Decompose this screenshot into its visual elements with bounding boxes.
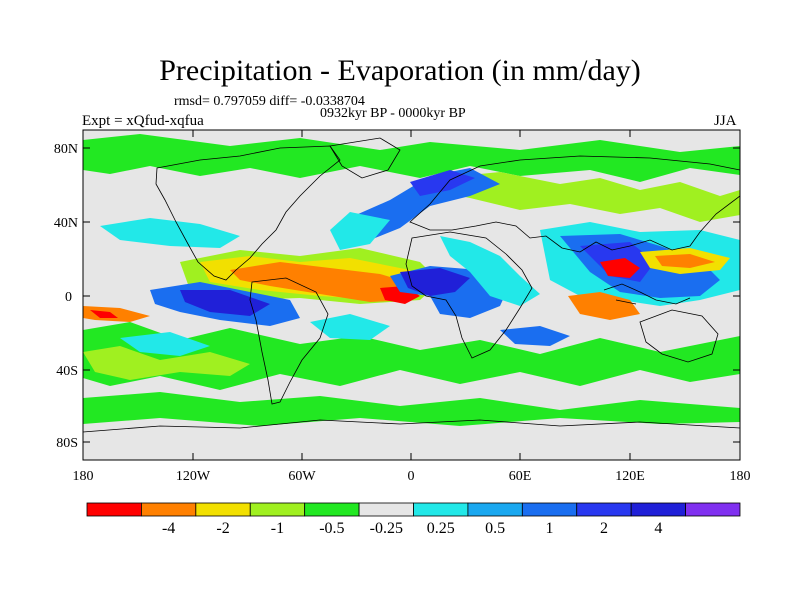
x-tick-label: 120E: [615, 469, 645, 484]
contour-darkblue-natlantic: [410, 170, 475, 196]
contour-green-south: [83, 322, 740, 390]
colorbar-box: [576, 502, 632, 517]
period-label: 0932kyr BP - 0000kyr BP: [320, 106, 466, 121]
y-tick-label: 80N: [54, 142, 78, 157]
contour-cyan-satlantic: [310, 314, 390, 340]
coast-greenland: [329, 137, 401, 179]
contour-darkblue-africa: [400, 268, 470, 296]
colorbar-label: 0.5: [485, 520, 505, 537]
coast-europe-asia: [409, 155, 740, 253]
colorbar: -4 -2 -1 -0.5 -0.25 0.25 0.5 1 2 4: [86, 502, 741, 537]
colorbar-box: [249, 502, 306, 517]
contour-red-epacific: [90, 310, 118, 318]
coast-north-america: [155, 145, 341, 281]
season-label: JJA: [714, 113, 737, 129]
contour-cyan-natlantic: [330, 212, 390, 250]
contour-cyan-spacific: [120, 332, 210, 356]
colorbar-label: 2: [600, 520, 608, 537]
coast-antarctica: [83, 419, 740, 433]
colorbar-label: -1: [271, 520, 284, 537]
coast-south-america: [249, 277, 329, 405]
contour-orange-epacific: [83, 306, 150, 322]
colorbar-box: [413, 502, 469, 517]
colorbar-label: -0.25: [370, 520, 403, 537]
colorbar-box: [467, 502, 523, 517]
contour-orange-wpacific: [655, 254, 715, 268]
contour-blue-southern: [500, 326, 570, 346]
contour-red-indian: [600, 258, 640, 278]
contour-orange-atlantic: [230, 262, 420, 302]
colorbar-box: [521, 502, 578, 517]
map-panel: 80N 40N 0 40S 80S 180 120W 60W 0 60E 120…: [54, 129, 751, 484]
tick-marks: [83, 130, 740, 460]
contour-darkblue-camerica: [180, 290, 270, 316]
x-tick-label: 180: [73, 469, 94, 484]
coastlines: [83, 137, 740, 433]
contour-green-antarctic: [83, 392, 740, 426]
y-tick-label: 0: [65, 290, 72, 305]
contour-lime-south: [83, 346, 250, 380]
y-tick-label: 40S: [56, 364, 78, 379]
x-axis-labels: 180 120W 60W 0 60E 120E 180: [73, 469, 751, 484]
colorbar-label: 0.25: [427, 520, 455, 537]
colorbar-box: [304, 502, 360, 517]
coast-indonesia: [603, 283, 691, 305]
colorbar-label: -0.5: [319, 520, 344, 537]
contour-lime-north: [440, 172, 740, 222]
contour-green-north: [83, 134, 740, 182]
colorbar-box: [685, 502, 741, 517]
colorbar-label: 1: [546, 520, 554, 537]
stats-line: rmsd= 0.797059 diff= -0.0338704: [174, 94, 365, 109]
colorbar-label: 4: [654, 520, 662, 537]
x-tick-label: 120W: [176, 469, 211, 484]
y-axis-labels: 80N 40N 0 40S 80S: [54, 142, 78, 451]
contour-cyan-npacific: [100, 218, 240, 248]
colorbar-box: [141, 502, 197, 517]
contour-cyan-africa: [440, 236, 540, 306]
chart-title: Precipitation - Evaporation (in mm/day): [159, 54, 641, 87]
x-tick-label: 60E: [509, 469, 532, 484]
y-tick-label: 80S: [56, 436, 78, 451]
colorbar-label: -2: [216, 520, 229, 537]
x-tick-label: 180: [730, 469, 751, 484]
colorbar-label: -4: [162, 520, 175, 537]
x-tick-label: 60W: [288, 469, 316, 484]
x-tick-label: 0: [408, 469, 415, 484]
coast-africa: [405, 231, 533, 359]
colorbar-box: [358, 502, 414, 517]
coast-australia: [639, 309, 719, 363]
contour-orange-indian: [568, 292, 640, 320]
colorbar-box: [195, 502, 251, 517]
colorbar-box: [630, 502, 686, 517]
experiment-label: Expt = xQfud-xqfua: [82, 113, 204, 129]
colorbar-box: [86, 502, 142, 517]
y-tick-label: 40N: [54, 216, 78, 231]
